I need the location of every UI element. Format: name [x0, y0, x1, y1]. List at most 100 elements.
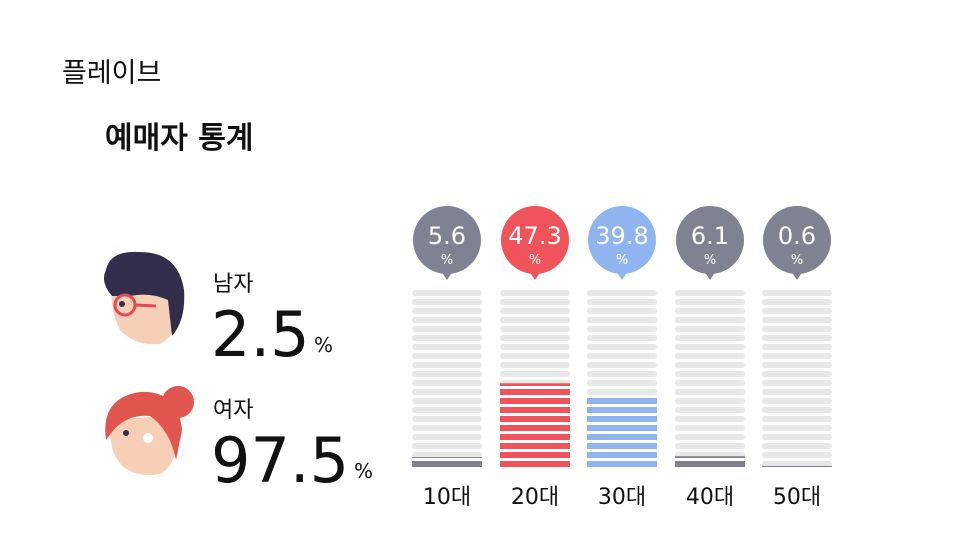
empty-stripe: [675, 317, 745, 323]
category-label: 50대: [773, 485, 821, 510]
empty-stripe: [762, 434, 832, 440]
empty-stripe: [762, 317, 832, 323]
empty-stripe: [587, 389, 657, 395]
bubble: [588, 206, 656, 274]
empty-stripe: [762, 344, 832, 350]
empty-stripe: [762, 326, 832, 332]
bubble-value: 39.8: [595, 222, 648, 250]
male-unit: %: [314, 333, 333, 357]
empty-stripe: [412, 290, 482, 296]
empty-stripe: [675, 416, 745, 422]
category-label: 30대: [598, 485, 646, 510]
empty-stripe: [675, 389, 745, 395]
empty-stripe: [762, 416, 832, 422]
empty-stripe: [587, 290, 657, 296]
empty-stripe: [587, 308, 657, 314]
empty-stripe: [762, 308, 832, 314]
empty-stripe: [675, 344, 745, 350]
empty-stripe: [412, 443, 482, 449]
empty-stripe: [587, 335, 657, 341]
empty-stripe: [762, 461, 832, 467]
category-label: 10대: [423, 485, 471, 510]
empty-stripe: [500, 371, 570, 377]
section-title: 예매자 통계: [105, 121, 253, 156]
bubble-value: 5.6: [428, 222, 466, 250]
empty-stripe: [412, 308, 482, 314]
bubble-value: 47.3: [508, 222, 561, 250]
empty-stripe: [412, 335, 482, 341]
empty-stripe: [500, 362, 570, 368]
empty-stripe: [675, 371, 745, 377]
empty-stripe: [675, 434, 745, 440]
empty-stripe: [500, 353, 570, 359]
bubble-unit: %: [704, 253, 716, 268]
bubble-unit: %: [441, 253, 453, 268]
empty-stripe: [762, 389, 832, 395]
empty-stripe: [762, 353, 832, 359]
empty-stripe: [675, 335, 745, 341]
empty-stripe: [587, 317, 657, 323]
empty-stripe: [675, 407, 745, 413]
empty-stripe: [412, 380, 482, 386]
empty-stripe: [675, 299, 745, 305]
empty-stripe: [500, 308, 570, 314]
bubble-unit: %: [791, 253, 803, 268]
empty-stripe: [500, 335, 570, 341]
empty-stripe: [587, 380, 657, 386]
empty-stripe: [675, 398, 745, 404]
empty-stripe: [587, 362, 657, 368]
empty-stripe: [500, 290, 570, 296]
bar: [762, 465, 832, 467]
empty-stripe: [675, 425, 745, 431]
empty-stripe: [412, 353, 482, 359]
empty-stripe: [412, 326, 482, 332]
empty-stripe: [500, 317, 570, 323]
empty-stripe: [412, 452, 482, 458]
empty-stripe: [762, 452, 832, 458]
empty-stripe: [762, 299, 832, 305]
empty-stripe: [500, 344, 570, 350]
empty-stripe: [675, 380, 745, 386]
empty-stripe: [762, 371, 832, 377]
bubble-value: 0.6: [778, 222, 816, 250]
empty-stripe: [587, 344, 657, 350]
bubble: [676, 206, 744, 274]
empty-stripe: [762, 443, 832, 449]
empty-stripe: [412, 362, 482, 368]
empty-stripe: [587, 371, 657, 377]
empty-stripe: [762, 407, 832, 413]
bubble-unit: %: [616, 253, 628, 268]
empty-stripe: [762, 362, 832, 368]
bar: [675, 456, 745, 467]
female-label: 여자: [213, 398, 253, 423]
empty-stripe: [762, 380, 832, 386]
category-label: 40대: [686, 485, 734, 510]
empty-stripe: [412, 434, 482, 440]
bar: [587, 396, 657, 467]
empty-stripe: [675, 308, 745, 314]
bubble: [501, 206, 569, 274]
empty-stripe: [762, 290, 832, 296]
bar: [500, 383, 570, 467]
empty-stripe: [500, 326, 570, 332]
male-icon: [104, 251, 185, 345]
empty-stripe: [762, 398, 832, 404]
bubble: [763, 206, 831, 274]
empty-stripe: [675, 290, 745, 296]
bar: [412, 457, 482, 467]
empty-stripe: [412, 416, 482, 422]
empty-stripe: [412, 344, 482, 350]
female-icon: [105, 386, 194, 476]
category-label: 20대: [511, 485, 559, 510]
bubble: [413, 206, 481, 274]
female-unit: %: [354, 459, 373, 483]
empty-stripe: [412, 317, 482, 323]
empty-stripe: [675, 326, 745, 332]
empty-stripe: [675, 353, 745, 359]
empty-stripe: [412, 389, 482, 395]
empty-stripe: [412, 371, 482, 377]
empty-stripe: [587, 299, 657, 305]
empty-stripe: [412, 407, 482, 413]
empty-stripe: [587, 353, 657, 359]
empty-stripe: [500, 299, 570, 305]
